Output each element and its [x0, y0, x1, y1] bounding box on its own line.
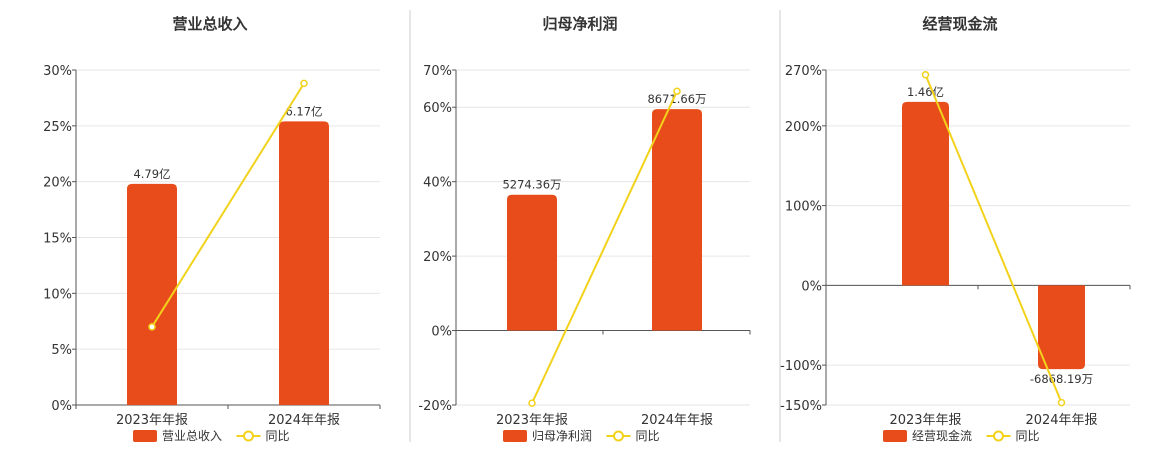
bar-value-label: 1.46亿 — [907, 85, 944, 99]
legend-swatch-bar — [133, 430, 157, 442]
legend-label: 同比 — [636, 429, 660, 443]
bar — [127, 183, 177, 405]
yoy-point — [528, 399, 536, 407]
y-tick-label: 200% — [785, 120, 822, 135]
legend-swatch-bar — [503, 430, 527, 442]
bar — [902, 101, 949, 286]
bar — [507, 194, 557, 331]
y-tick-label: 20% — [423, 250, 452, 265]
yoy-point — [300, 79, 308, 88]
legend-label: 同比 — [1016, 429, 1040, 443]
yoy-line — [924, 74, 1063, 403]
y-tick-label: -20% — [418, 399, 452, 414]
y-tick-label: 0% — [51, 399, 72, 414]
y-tick-label: 10% — [43, 287, 72, 302]
y-tick-label: -150% — [780, 399, 822, 414]
x-category-label: 2023年年报 — [889, 413, 961, 428]
yoy-point — [673, 87, 681, 95]
chart-title: 归母净利润 — [542, 15, 617, 33]
legend-swatch-marker — [993, 430, 1004, 442]
y-tick-label: -100% — [780, 359, 822, 374]
x-category-label: 2024年年报 — [268, 413, 340, 428]
y-tick-label: 100% — [785, 200, 822, 215]
yoy-line — [151, 82, 305, 328]
y-tick-label: 30% — [43, 64, 72, 79]
legend-swatch-bar — [883, 430, 907, 442]
yoy-point — [1057, 398, 1066, 407]
y-tick-label: 5% — [51, 343, 72, 358]
x-category-label: 2024年年报 — [641, 413, 713, 428]
y-tick-label: 40% — [423, 176, 452, 191]
legend-label: 归母净利润 — [532, 429, 592, 443]
bar-value-label: 5274.36万 — [502, 178, 561, 192]
y-tick-label: 0% — [431, 325, 452, 340]
y-tick-label: 270% — [785, 64, 822, 79]
y-tick-label: 15% — [43, 232, 72, 247]
y-tick-label: 25% — [43, 120, 72, 135]
bar-value-label: 6.17亿 — [285, 104, 322, 118]
legend-label: 同比 — [266, 429, 290, 443]
y-tick-label: 0% — [801, 279, 822, 294]
legend-swatch-marker — [243, 430, 254, 442]
bar-value-label: 8671.66万 — [647, 92, 706, 106]
y-tick-label: 70% — [423, 64, 452, 79]
y-tick-label: 60% — [423, 101, 452, 116]
bar-value-label: -6868.19万 — [1030, 372, 1093, 386]
chart-title: 经营现金流 — [922, 15, 997, 33]
bar — [279, 121, 329, 405]
legend-label: 营业总收入 — [162, 429, 222, 443]
yoy-line — [531, 90, 678, 404]
x-category-label: 2023年年报 — [496, 413, 568, 428]
yoy-point — [921, 71, 930, 79]
bar-value-label: 4.79亿 — [133, 167, 170, 181]
x-category-label: 2023年年报 — [116, 413, 188, 428]
chart-title: 营业总收入 — [172, 15, 247, 33]
legend-swatch-marker — [613, 430, 624, 442]
bar — [652, 109, 702, 331]
y-tick-label: 20% — [43, 176, 72, 191]
legend-label: 经营现金流 — [912, 428, 972, 443]
bar — [1038, 285, 1085, 370]
x-category-label: 2024年年报 — [1025, 413, 1097, 428]
yoy-point — [148, 323, 156, 331]
